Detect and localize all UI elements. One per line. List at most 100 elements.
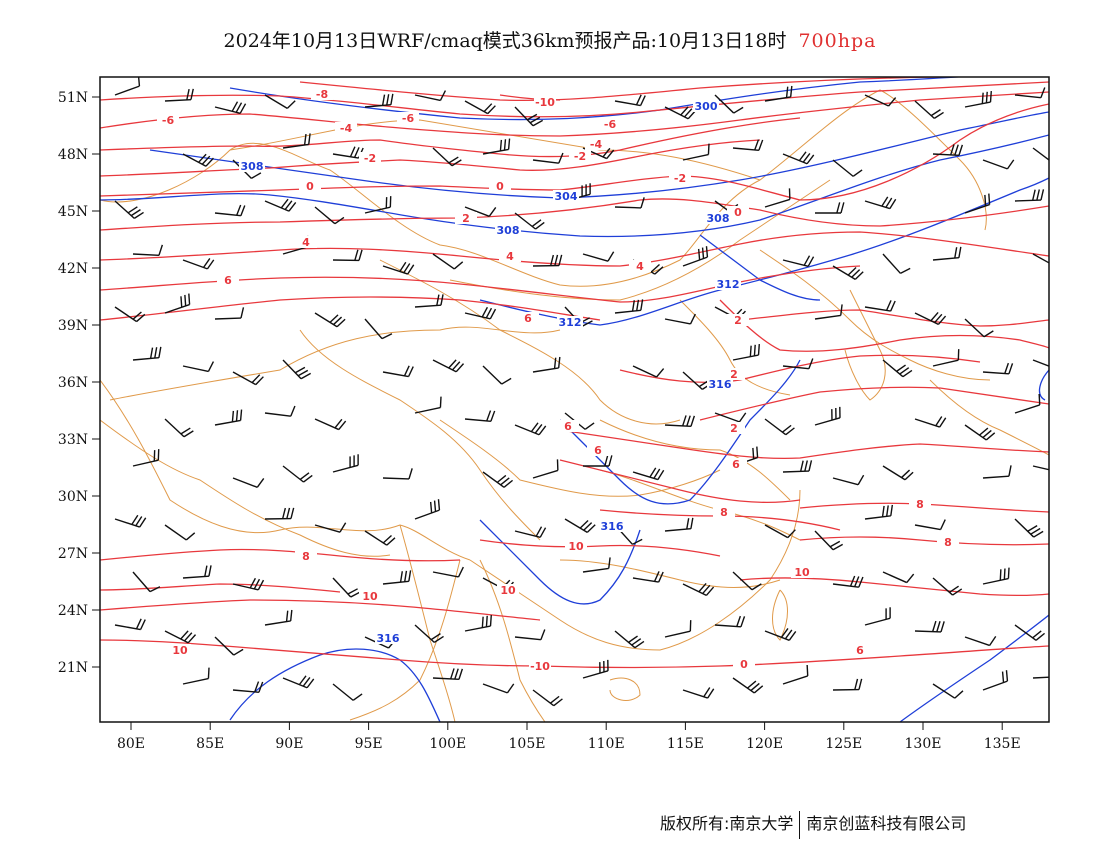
- temp-label-bg: [359, 152, 381, 164]
- lat-tick-label: 36N: [58, 375, 88, 391]
- temp-contour-8d: [100, 548, 461, 562]
- wind-barb: [532, 254, 563, 267]
- wind-barb: [882, 253, 911, 274]
- wind-barb: [464, 410, 496, 422]
- wind-barb: [432, 566, 464, 578]
- temp-contour-label: -6: [162, 114, 175, 127]
- wind-barb: [114, 77, 141, 96]
- height-label-bg: [553, 190, 579, 202]
- wind-barb: [932, 144, 964, 157]
- wind-barb: [614, 197, 645, 209]
- temp-label-bg: [397, 112, 419, 124]
- wind-barb: [332, 577, 361, 598]
- wind-barb: [914, 311, 947, 326]
- guangxi-border: [559, 559, 781, 588]
- temp-label-bg: [299, 180, 321, 192]
- wind-barb: [264, 94, 296, 109]
- wind-barb: [1032, 676, 1049, 679]
- copyright-left: 版权所有:南京大学: [660, 814, 794, 833]
- wind-barb: [132, 571, 161, 593]
- wind-barb: [832, 474, 865, 486]
- wind-barb: [382, 570, 412, 585]
- temp-label-bg: [169, 644, 191, 656]
- temp-contour-label: 10: [362, 590, 378, 603]
- temperature-contours: [100, 77, 1049, 669]
- height-contour-label: 308: [497, 224, 520, 237]
- height-contour-label: 316: [377, 632, 400, 645]
- temp-label-bg: [565, 540, 587, 552]
- wind-barb: [714, 615, 746, 628]
- wind-barb: [514, 526, 547, 538]
- wind-barb: [482, 365, 512, 385]
- temp-contour-6: [100, 265, 861, 303]
- temp-label-bg: [335, 122, 357, 134]
- wind-barb: [732, 571, 762, 591]
- wind-barb: [182, 258, 215, 270]
- wind-barb: [232, 681, 264, 693]
- height-contour-316e: [1038, 369, 1049, 401]
- wind-barb: [814, 304, 843, 320]
- wind-barb: [932, 349, 960, 367]
- wind-barb: [264, 405, 296, 417]
- wind-barb: [682, 582, 715, 597]
- gansu-border: [379, 259, 681, 425]
- temp-contour-label: 0: [306, 180, 314, 193]
- wind-barb: [532, 689, 563, 707]
- hainan-outline: [609, 677, 641, 701]
- temp-contour-m8: [100, 81, 1049, 118]
- wind-barb: [732, 344, 760, 361]
- lon-tick-label: 95E: [355, 736, 383, 752]
- wind-barb: [882, 571, 915, 584]
- lon-tick-label: 100E: [429, 736, 466, 752]
- wind-barb: [582, 659, 609, 679]
- height-label-bg: [715, 278, 741, 290]
- lat-tick-label: 39N: [58, 318, 88, 334]
- lon-tick-label: 125E: [825, 736, 862, 752]
- wind-barb: [582, 251, 615, 262]
- temp-contour-6b: [559, 429, 1049, 460]
- temp-contour-label: 2: [730, 368, 738, 381]
- lat-tick-label: 48N: [58, 147, 88, 163]
- temp-contour-label: 0: [734, 206, 742, 219]
- wind-barb: [482, 471, 514, 488]
- wind-barb: [583, 455, 613, 467]
- wind-barb: [782, 255, 815, 267]
- wind-barb: [332, 683, 363, 701]
- temp-contour-8: [100, 296, 601, 321]
- temp-contour-label: 6: [732, 458, 740, 471]
- temp-contour-label: -2: [574, 150, 586, 163]
- wind-barb: [414, 624, 444, 643]
- temp-label-bg: [937, 536, 959, 548]
- wind-barb: [864, 196, 897, 210]
- temp-label-bg: [455, 212, 477, 224]
- temp-contour-m10: [299, 77, 941, 102]
- wind-barb: [664, 106, 697, 120]
- wind-barb: [364, 196, 392, 214]
- temp-contour-0: [100, 103, 1049, 201]
- temp-label-bg: [723, 422, 745, 434]
- wind-barb: [382, 365, 414, 378]
- wind-barb: [532, 459, 559, 479]
- wind-barb: [1032, 359, 1049, 367]
- temp-label-bg: [713, 506, 735, 518]
- lat-tick-label: 51N: [58, 90, 88, 106]
- temp-label-bg: [311, 88, 333, 100]
- height-labels: 300 304 308 308 308 312 312 316 316 316: [239, 100, 741, 645]
- wind-barb: [264, 507, 295, 520]
- lon-tick-label: 90E: [275, 736, 303, 752]
- wind-barb: [582, 557, 611, 573]
- wind-barb: [182, 361, 215, 373]
- wind-barb: [314, 312, 346, 328]
- height-contour-316d: [899, 614, 1049, 722]
- wind-barb: [1014, 87, 1046, 99]
- height-contour-316: [559, 359, 801, 505]
- wind-barb: [964, 635, 997, 647]
- yunnan-border: [349, 559, 461, 721]
- wind-barb: [382, 468, 413, 480]
- wind-barb: [432, 253, 464, 270]
- temp-label-bg: [629, 260, 651, 272]
- wind-barb: [514, 422, 547, 436]
- wind-barb: [1014, 393, 1041, 414]
- height-label-bg: [495, 224, 521, 236]
- temperature-labels: -10-8-6 -6 -6-4-4-2 -2-20 002222444666668888…: [157, 88, 959, 673]
